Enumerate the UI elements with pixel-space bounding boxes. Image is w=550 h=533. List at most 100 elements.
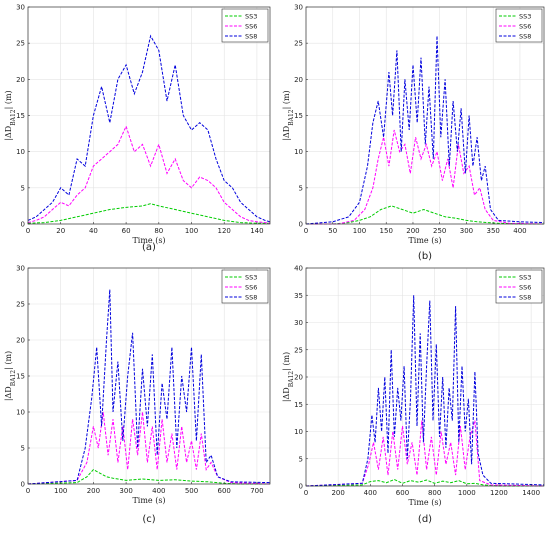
legend-label: SS3 — [519, 273, 531, 281]
series-line-ss6 — [27, 124, 271, 224]
y-tick-label: 15 — [16, 112, 25, 120]
y-tick-label: 30 — [16, 4, 25, 12]
y-axis-label: |ΔDBA12| (m) — [4, 351, 17, 401]
series-line-ss8 — [27, 34, 271, 223]
x-tick-label: 250 — [433, 227, 446, 235]
y-tick-label: 40 — [294, 265, 303, 273]
x-tick-label: 150 — [380, 227, 393, 235]
y-tick-label: 10 — [16, 148, 25, 156]
x-tick-label: 800 — [428, 489, 441, 497]
y-tick-label: 15 — [294, 112, 303, 120]
y-tick-label: 5 — [299, 455, 303, 463]
x-tick-label: 700 — [250, 487, 263, 495]
y-tick-label: 25 — [294, 346, 303, 354]
chart-panel-3: 0 100 200 300 400 500 600 700 0 5 10 15 20 25 30 Time (… — [4, 265, 271, 525]
x-axis-label: Time (s) — [132, 236, 165, 245]
series-line-ss6 — [306, 129, 545, 225]
series-line-ss6 — [27, 411, 271, 485]
y-axis-label: |ΔDBA12| (m) — [282, 352, 295, 402]
y-tick-label: 10 — [16, 409, 25, 417]
y-tick-label: 35 — [294, 292, 303, 300]
panel-caption: (c) — [142, 514, 155, 525]
x-tick-label: 0 — [304, 489, 308, 497]
series-line-ss3 — [306, 205, 544, 225]
chart-panel-4: 0 200 400 600 800 1000 1200 1400 0 5 10 15 20 25 30 35 4… — [282, 265, 545, 525]
x-tick-label: 400 — [152, 487, 165, 495]
x-tick-label: 200 — [406, 227, 419, 235]
x-tick-label: 300 — [119, 487, 132, 495]
x-tick-label: 100 — [185, 227, 198, 235]
y-tick-label: 20 — [294, 76, 303, 84]
y-tick-label: 5 — [21, 445, 25, 453]
series-line-ss8 — [305, 295, 545, 487]
chart-panel-1: 0 20 40 60 80 100 120 140 0 5 10 15 20 25 30 Time (s) |Δ… — [4, 4, 271, 253]
series-line-ss6 — [305, 420, 545, 487]
x-tick-label: 50 — [328, 227, 337, 235]
legend-label: SS3 — [245, 273, 257, 281]
x-tick-label: 300 — [460, 227, 473, 235]
y-tick-label: 10 — [294, 148, 303, 156]
y-tick-label: 30 — [16, 265, 25, 273]
y-tick-label: 5 — [21, 184, 25, 192]
y-tick-label: 0 — [21, 221, 25, 229]
series-line-ss3 — [305, 478, 544, 487]
y-tick-label: 25 — [16, 301, 25, 309]
legend: SS3 SS6 SS8 — [495, 269, 543, 304]
panel-caption: (d) — [418, 514, 432, 525]
legend: SS3 SS6 SS8 — [221, 8, 269, 43]
x-tick-label: 60 — [122, 227, 131, 235]
legend: SS3 SS6 SS8 — [221, 269, 269, 304]
x-tick-label: 100 — [353, 227, 366, 235]
x-tick-label: 0 — [304, 227, 308, 235]
y-tick-label: 20 — [16, 76, 25, 84]
y-tick-label: 0 — [21, 481, 25, 489]
series-line-ss8 — [27, 289, 271, 485]
y-tick-label: 25 — [16, 40, 25, 48]
legend-label: SS8 — [245, 293, 257, 301]
y-tick-label: 5 — [299, 184, 303, 192]
legend-label: SS3 — [519, 12, 531, 20]
legend: SS3 SS6 SS8 — [495, 8, 543, 43]
x-axis-label: Time (s) — [408, 236, 441, 245]
x-tick-label: 1000 — [458, 489, 476, 497]
legend-label: SS6 — [245, 22, 257, 30]
x-tick-label: 20 — [56, 227, 65, 235]
y-tick-label: 0 — [299, 483, 303, 491]
x-tick-label: 400 — [513, 227, 526, 235]
panel-caption: (a) — [142, 242, 156, 253]
series-line-ss8 — [305, 35, 545, 225]
x-tick-label: 100 — [54, 487, 67, 495]
x-tick-label: 200 — [331, 489, 344, 497]
y-tick-label: 30 — [294, 319, 303, 327]
x-tick-label: 80 — [154, 227, 163, 235]
x-tick-label: 600 — [218, 487, 231, 495]
x-tick-label: 140 — [250, 227, 263, 235]
x-tick-label: 40 — [89, 227, 98, 235]
series-line-ss3 — [27, 468, 270, 485]
x-tick-label: 600 — [396, 489, 409, 497]
y-tick-label: 15 — [16, 373, 25, 381]
y-tick-label: 30 — [294, 4, 303, 12]
y-tick-label: 0 — [299, 221, 303, 229]
x-axis-label: Time (s) — [132, 496, 165, 505]
legend-label: SS3 — [245, 12, 257, 20]
y-axis-label: |ΔDBA12| (m) — [4, 90, 17, 140]
x-axis-label: Time (s) — [408, 498, 441, 507]
x-tick-label: 120 — [218, 227, 231, 235]
x-tick-label: 1200 — [490, 489, 508, 497]
panel-caption: (b) — [418, 251, 432, 262]
legend-label: SS8 — [519, 293, 531, 301]
x-tick-label: 0 — [26, 227, 30, 235]
legend-label: SS6 — [519, 283, 531, 291]
x-tick-label: 350 — [487, 227, 500, 235]
series-line-ss3 — [27, 203, 270, 224]
legend-label: SS6 — [245, 283, 257, 291]
y-tick-label: 20 — [16, 337, 25, 345]
legend-label: SS8 — [519, 32, 531, 40]
chart-panel-2: 0 50 100 150 200 250 300 350 400 0 5 10 15 20 25 30 Time… — [282, 4, 545, 262]
y-tick-label: 20 — [294, 374, 303, 382]
y-tick-label: 10 — [294, 428, 303, 436]
legend-label: SS6 — [519, 22, 531, 30]
x-tick-label: 1400 — [522, 489, 540, 497]
